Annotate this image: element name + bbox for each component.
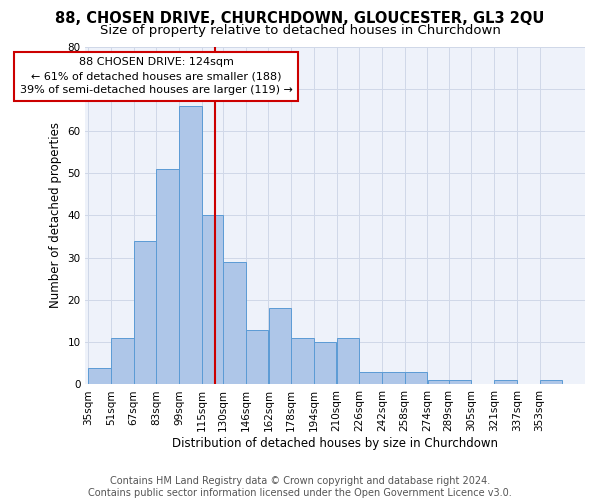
X-axis label: Distribution of detached houses by size in Churchdown: Distribution of detached houses by size … bbox=[172, 437, 498, 450]
Bar bbox=[202, 216, 223, 384]
Bar bbox=[337, 338, 359, 384]
Bar bbox=[157, 169, 179, 384]
Bar bbox=[88, 368, 111, 384]
Text: 88 CHOSEN DRIVE: 124sqm
← 61% of detached houses are smaller (188)
39% of semi-d: 88 CHOSEN DRIVE: 124sqm ← 61% of detache… bbox=[20, 57, 293, 95]
Y-axis label: Number of detached properties: Number of detached properties bbox=[49, 122, 62, 308]
Bar bbox=[405, 372, 427, 384]
Bar bbox=[246, 330, 268, 384]
Bar bbox=[292, 338, 314, 384]
Bar bbox=[111, 338, 134, 384]
Bar bbox=[382, 372, 404, 384]
Bar bbox=[314, 342, 337, 384]
Text: 88, CHOSEN DRIVE, CHURCHDOWN, GLOUCESTER, GL3 2QU: 88, CHOSEN DRIVE, CHURCHDOWN, GLOUCESTER… bbox=[55, 11, 545, 26]
Bar bbox=[494, 380, 517, 384]
Bar bbox=[223, 262, 245, 384]
Bar bbox=[449, 380, 472, 384]
Bar bbox=[269, 308, 291, 384]
Bar bbox=[539, 380, 562, 384]
Bar bbox=[359, 372, 382, 384]
Text: Contains HM Land Registry data © Crown copyright and database right 2024.
Contai: Contains HM Land Registry data © Crown c… bbox=[88, 476, 512, 498]
Text: Size of property relative to detached houses in Churchdown: Size of property relative to detached ho… bbox=[100, 24, 500, 37]
Bar bbox=[428, 380, 449, 384]
Bar bbox=[134, 241, 156, 384]
Bar bbox=[179, 106, 202, 384]
